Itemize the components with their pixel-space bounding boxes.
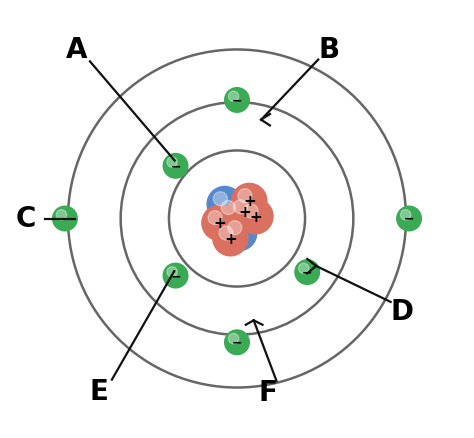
Circle shape [238, 199, 273, 234]
Circle shape [225, 88, 249, 113]
Circle shape [228, 92, 239, 102]
Circle shape [295, 260, 319, 285]
Text: +: + [249, 209, 262, 224]
Text: A: A [66, 36, 88, 64]
Circle shape [228, 221, 242, 235]
Circle shape [163, 154, 188, 179]
Text: F: F [258, 378, 277, 406]
Text: B: B [319, 36, 340, 64]
Circle shape [213, 221, 248, 256]
Text: D: D [390, 297, 413, 325]
Circle shape [299, 264, 309, 274]
Circle shape [221, 201, 235, 215]
Circle shape [215, 196, 250, 231]
Circle shape [401, 210, 411, 220]
Circle shape [167, 267, 177, 277]
Text: −: − [232, 94, 242, 107]
Circle shape [228, 195, 263, 230]
Text: −: − [404, 212, 414, 226]
Text: +: + [238, 205, 251, 220]
Text: +: + [243, 194, 255, 209]
Text: +: + [213, 216, 226, 231]
Circle shape [207, 187, 242, 222]
Text: −: − [170, 269, 181, 283]
Text: −: − [170, 160, 181, 173]
Text: +: + [224, 231, 237, 246]
Circle shape [202, 206, 237, 241]
Circle shape [213, 192, 228, 206]
Circle shape [232, 184, 267, 219]
Circle shape [244, 205, 258, 219]
Text: E: E [89, 377, 108, 405]
Circle shape [167, 158, 177, 168]
Circle shape [219, 226, 233, 240]
Circle shape [238, 189, 252, 203]
Text: −: − [302, 266, 312, 279]
Text: −: − [60, 212, 70, 226]
Circle shape [208, 211, 222, 225]
Circle shape [53, 207, 77, 231]
Circle shape [163, 264, 188, 288]
Text: C: C [15, 205, 36, 233]
Circle shape [228, 334, 239, 344]
Circle shape [397, 207, 421, 231]
Circle shape [225, 330, 249, 355]
Circle shape [222, 216, 257, 251]
Circle shape [56, 210, 67, 220]
Text: −: − [232, 336, 242, 349]
Circle shape [234, 200, 247, 214]
